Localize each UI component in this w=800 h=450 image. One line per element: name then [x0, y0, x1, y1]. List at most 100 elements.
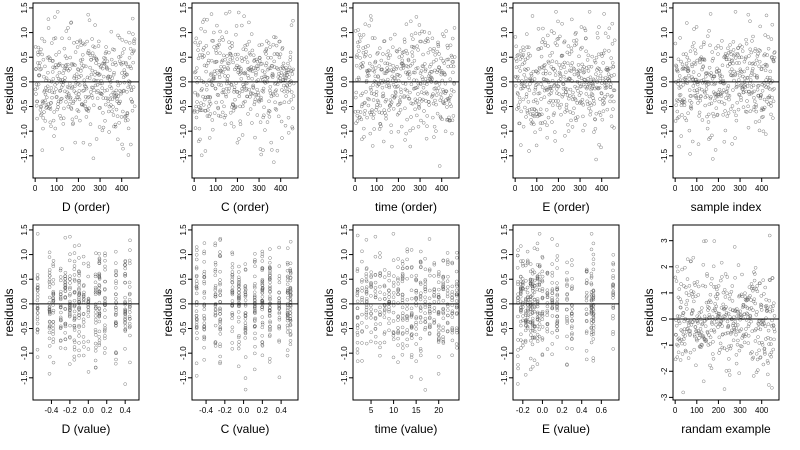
data-point	[72, 318, 77, 322]
data-point	[67, 310, 72, 315]
data-point	[770, 22, 775, 27]
data-point	[745, 110, 749, 114]
data-point	[252, 100, 257, 104]
data-point	[243, 298, 248, 302]
data-point	[700, 87, 704, 92]
data-point	[526, 67, 530, 71]
y-tick-label: 0.0	[660, 76, 669, 88]
data-point	[581, 82, 586, 87]
data-point	[709, 101, 714, 106]
data-point	[400, 325, 405, 330]
data-point	[118, 99, 122, 104]
data-point	[35, 273, 40, 277]
data-point	[59, 310, 63, 315]
data-point	[746, 125, 751, 130]
data-point	[101, 125, 106, 130]
data-point	[205, 83, 209, 87]
data-point	[130, 100, 135, 104]
data-point	[766, 35, 770, 39]
data-point	[417, 106, 421, 110]
data-point	[705, 126, 710, 131]
data-point	[353, 110, 358, 114]
data-point	[419, 349, 423, 353]
data-point	[230, 41, 234, 45]
data-point	[550, 314, 555, 318]
data-point	[34, 92, 38, 96]
data-point	[99, 64, 103, 68]
data-point	[714, 106, 719, 110]
data-point	[387, 292, 391, 296]
data-point	[605, 107, 610, 112]
data-point	[62, 106, 66, 111]
data-point	[715, 66, 719, 71]
data-point	[268, 333, 272, 337]
data-point	[437, 355, 441, 359]
data-point	[118, 54, 123, 59]
plot-frame	[191, 2, 299, 179]
data-point	[373, 273, 378, 277]
data-point	[682, 327, 687, 331]
data-point	[51, 329, 55, 334]
data-point	[407, 97, 412, 101]
data-point	[387, 299, 391, 304]
data-point	[211, 39, 215, 43]
y-tick-label: 1.5	[500, 2, 509, 14]
data-point	[409, 353, 414, 357]
data-point	[766, 372, 770, 377]
x-tick-label: 0	[192, 184, 197, 193]
data-point	[599, 145, 603, 150]
data-point	[359, 93, 363, 98]
data-point	[758, 327, 763, 332]
data-point	[36, 82, 41, 87]
data-point	[377, 127, 382, 131]
data-point	[730, 142, 734, 146]
data-point	[382, 284, 387, 289]
data-point	[436, 86, 441, 90]
data-point	[764, 13, 769, 18]
data-point	[687, 323, 691, 328]
data-point	[382, 315, 387, 319]
data-point	[687, 77, 691, 81]
data-point	[126, 64, 130, 69]
data-point	[67, 93, 71, 98]
data-point	[674, 333, 678, 337]
x-tick-label: 100	[50, 184, 64, 193]
data-point	[697, 114, 701, 118]
data-point	[427, 331, 432, 335]
data-point	[584, 312, 589, 317]
data-point	[371, 98, 376, 102]
data-point	[202, 251, 206, 256]
data-point	[243, 330, 248, 335]
data-point	[725, 348, 729, 352]
data-point	[376, 100, 381, 104]
data-point	[394, 67, 399, 71]
data-point	[757, 64, 761, 69]
data-point	[439, 72, 444, 77]
data-point	[432, 320, 437, 324]
data-point	[374, 93, 379, 97]
data-point	[246, 76, 251, 80]
data-point	[417, 23, 422, 27]
data-point	[355, 233, 360, 238]
data-point	[694, 96, 699, 100]
y-tick-label: -1.0	[500, 346, 509, 360]
data-point	[62, 68, 66, 73]
data-point	[739, 292, 744, 297]
data-point	[746, 334, 751, 338]
data-point	[254, 71, 258, 75]
data-point	[194, 104, 198, 109]
data-point	[369, 283, 373, 287]
data-point	[47, 336, 52, 341]
data-point	[588, 75, 593, 80]
data-point	[578, 69, 582, 73]
data-point	[724, 369, 729, 373]
data-point	[684, 52, 688, 56]
data-point	[68, 281, 72, 285]
data-point	[47, 255, 52, 259]
data-point	[423, 282, 428, 287]
data-point	[594, 111, 599, 116]
data-point	[400, 259, 405, 264]
data-point	[414, 301, 418, 305]
data-point	[408, 144, 413, 149]
data-point	[735, 100, 739, 105]
